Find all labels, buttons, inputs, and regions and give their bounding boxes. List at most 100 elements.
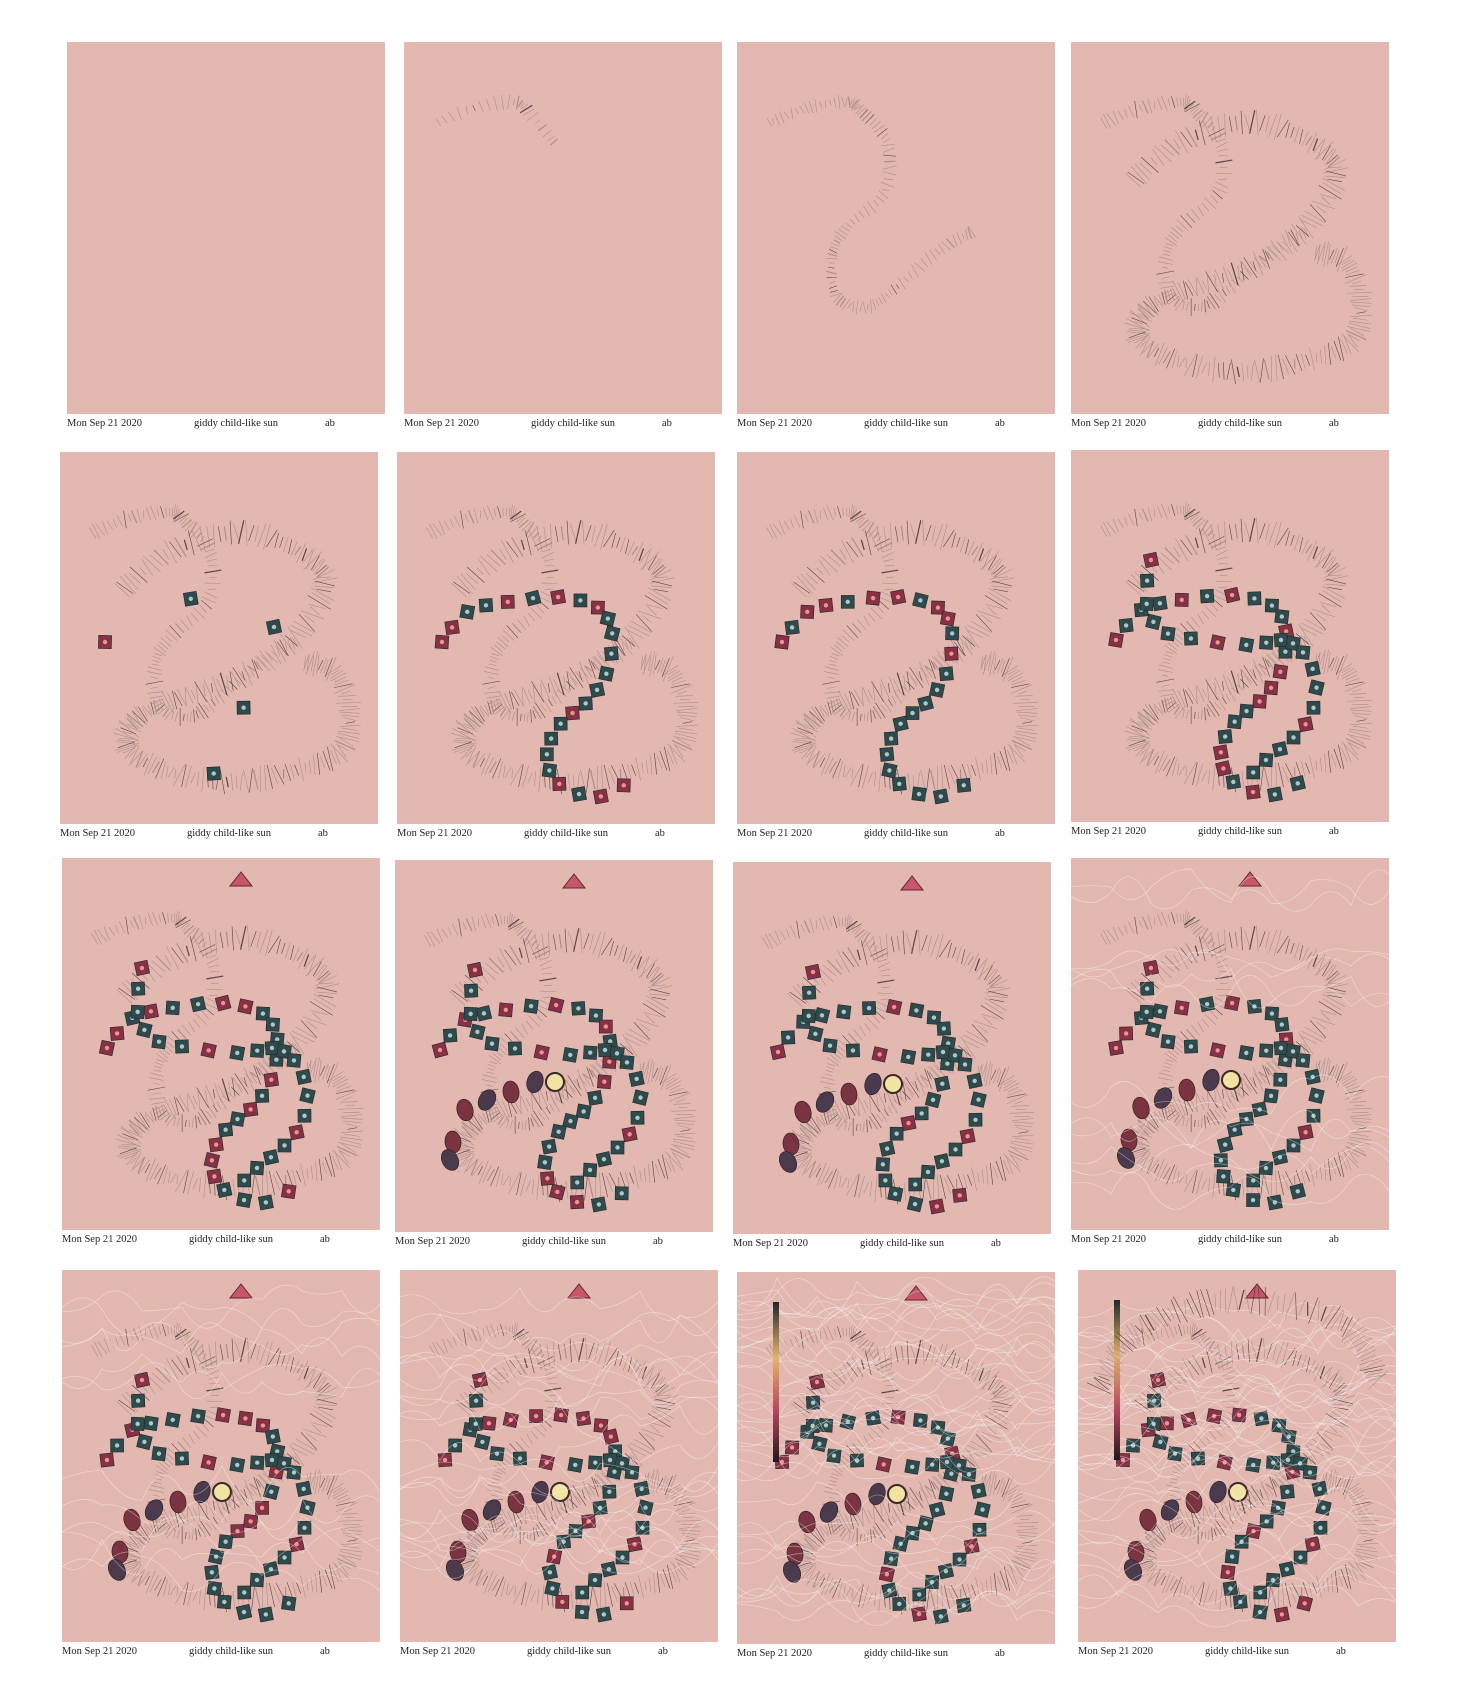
- hatch-stroke: [657, 755, 663, 769]
- hatch-stroke: [294, 546, 302, 556]
- hatch-stroke: [1302, 1582, 1310, 1600]
- hatch-stroke: [132, 916, 140, 930]
- wave-line: [400, 1344, 718, 1382]
- hatch-stroke: [642, 1367, 653, 1382]
- hatch-stroke: [674, 1501, 693, 1506]
- hatch-stroke: [345, 1535, 360, 1540]
- hatch-stroke: [176, 1097, 185, 1112]
- hatch-stroke: [1208, 361, 1210, 377]
- frame-14: Mon Sep 21 2020 giddy child-like sun ab: [400, 1270, 718, 1660]
- hatch-stroke: [1228, 1516, 1234, 1525]
- red-tile: [203, 1152, 221, 1169]
- hatch-stroke: [1311, 200, 1335, 210]
- hatch-stroke: [1323, 159, 1346, 171]
- hatch-stroke: [819, 705, 830, 717]
- hatch-stroke: [318, 994, 334, 999]
- hatch-stroke: [960, 1036, 976, 1059]
- red-tile: [878, 1566, 895, 1583]
- hatch-stroke: [985, 759, 989, 774]
- hatch-stroke: [1324, 753, 1327, 773]
- hatch-stroke: [1164, 547, 1180, 563]
- hatch-stroke: [1274, 521, 1282, 548]
- hatch-stroke: [1307, 1454, 1314, 1468]
- hatch-stroke: [1125, 332, 1151, 341]
- hatch-stroke: [1013, 1522, 1039, 1524]
- teal-tile: [587, 1090, 603, 1106]
- hatch-stroke: [826, 1109, 831, 1125]
- hatch-stroke: [1348, 728, 1372, 733]
- hatch-stroke: [341, 1529, 363, 1532]
- hatch-stroke: [1126, 331, 1148, 335]
- hatch-stroke: [669, 1091, 688, 1096]
- hatch-stroke: [884, 160, 896, 163]
- hatch-stroke: [164, 708, 175, 721]
- hatch-stroke: [582, 1073, 591, 1086]
- hatch-stroke: [1153, 703, 1164, 715]
- hatch-stroke: [162, 1579, 168, 1597]
- hatch-stroke: [823, 1111, 828, 1125]
- hatch-stroke: [1012, 1134, 1034, 1138]
- artwork-svg: [91, 871, 364, 1211]
- hatch-stroke: [986, 1165, 989, 1185]
- hatch-stroke: [525, 1119, 527, 1130]
- hatch-stroke: [128, 1533, 143, 1547]
- hatch-stroke: [205, 1090, 208, 1103]
- hatch-stroke: [155, 758, 165, 779]
- hatch-stroke: [1329, 574, 1342, 577]
- hatch-stroke: [1178, 1324, 1183, 1337]
- hatch-stroke: [136, 508, 142, 524]
- hatch-stroke: [832, 1108, 836, 1121]
- red-tile: [616, 778, 631, 793]
- hatch-stroke: [129, 1332, 134, 1341]
- hatch-stroke: [190, 927, 200, 943]
- hatch-stroke: [1305, 762, 1311, 774]
- hatch-stroke: [490, 647, 503, 656]
- wave-line: [400, 1508, 718, 1542]
- hatch-stroke: [304, 1367, 315, 1382]
- hatch-stroke: [1311, 608, 1335, 618]
- hatch-stroke: [152, 1107, 157, 1121]
- hatch-stroke: [808, 1530, 823, 1544]
- hatch-stroke: [502, 1175, 510, 1186]
- hatch-stroke: [991, 1405, 1012, 1408]
- hatch-stroke: [1183, 508, 1196, 518]
- hatch-stroke: [530, 709, 532, 723]
- hatch-stroke: [868, 1115, 878, 1130]
- teal-tile: [263, 1483, 280, 1501]
- hatch-stroke: [665, 1080, 682, 1090]
- teal-tile: [614, 1186, 629, 1201]
- hatch-stroke: [1209, 292, 1220, 309]
- hatch-stroke: [174, 711, 178, 722]
- hatch-stroke: [152, 1092, 161, 1095]
- hatch-stroke: [1011, 1499, 1026, 1506]
- hatch-stroke: [1202, 1339, 1213, 1350]
- hatch-stroke: [325, 1477, 331, 1491]
- hatch-stroke: [343, 1532, 362, 1536]
- hatch-stroke: [219, 689, 230, 697]
- red-tile: [621, 1126, 638, 1143]
- hatch-stroke: [1237, 673, 1240, 688]
- hatch-stroke: [247, 665, 256, 672]
- hatch-stroke: [1328, 1424, 1338, 1433]
- hatch-stroke: [674, 1557, 696, 1569]
- hatch-stroke: [130, 1156, 138, 1164]
- hatch-stroke: [985, 1424, 1003, 1429]
- hatch-stroke: [316, 752, 320, 775]
- hatch-stroke: [183, 713, 185, 721]
- hatch-stroke: [1214, 1090, 1217, 1103]
- hatch-stroke: [526, 937, 538, 960]
- hatch-stroke: [287, 626, 303, 649]
- hatch-stroke: [254, 1175, 261, 1196]
- hatch-stroke: [1142, 300, 1157, 314]
- hatch-stroke: [162, 1167, 168, 1185]
- hatch-stroke: [336, 1497, 351, 1504]
- red-tile: [538, 1454, 555, 1471]
- hatch-stroke: [1328, 1373, 1338, 1389]
- hatch-stroke: [867, 1592, 873, 1604]
- hatch-stroke: [1347, 333, 1358, 348]
- hatch-stroke: [1337, 1152, 1345, 1178]
- red-tile: [875, 1456, 892, 1473]
- hatch-stroke: [292, 947, 300, 962]
- hatch-stroke: [589, 933, 594, 951]
- hatch-stroke: [202, 948, 218, 957]
